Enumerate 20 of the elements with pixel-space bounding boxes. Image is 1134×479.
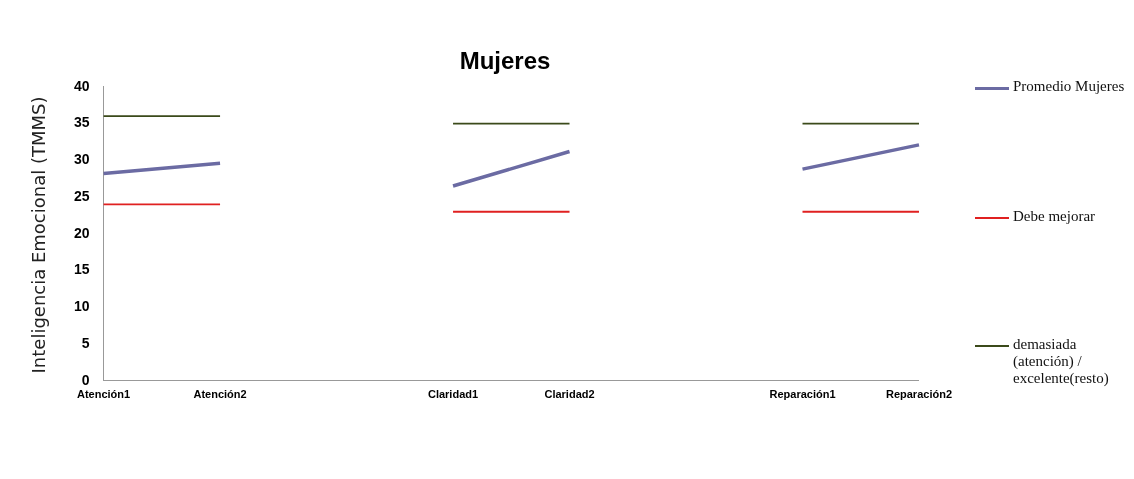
x-tick-label: Claridad2 <box>544 388 595 401</box>
x-tick-label: Atención1 <box>76 388 131 401</box>
x-tick-label: Atención2 <box>193 388 247 401</box>
y-tick-label: 20 <box>73 224 90 241</box>
y-tick-label: 25 <box>73 187 90 204</box>
y-tick-label: 35 <box>73 114 90 131</box>
y-tick-label: 40 <box>73 77 90 94</box>
x-tick-label: Reparación1 <box>769 388 836 401</box>
y-tick-label: 10 <box>73 298 90 315</box>
x-tick-label: Claridad1 <box>427 388 479 401</box>
legend-label: Debe mejorar <box>1013 208 1097 225</box>
y-axis-title: Inteligencia Emocional (TMMS) <box>27 96 49 374</box>
x-tick-label: Reparación2 <box>885 388 952 401</box>
y-tick-label: 0 <box>81 371 90 388</box>
y-tick-label: 15 <box>73 261 90 278</box>
chart-title: Mujeres <box>459 47 551 75</box>
y-tick-label: 5 <box>81 334 90 351</box>
legend-label: Promedio Mujeres <box>1013 78 1126 95</box>
y-tick-label: 30 <box>73 151 90 168</box>
legend-label: demasiada (atención) / excelente(resto) <box>1013 336 1110 387</box>
